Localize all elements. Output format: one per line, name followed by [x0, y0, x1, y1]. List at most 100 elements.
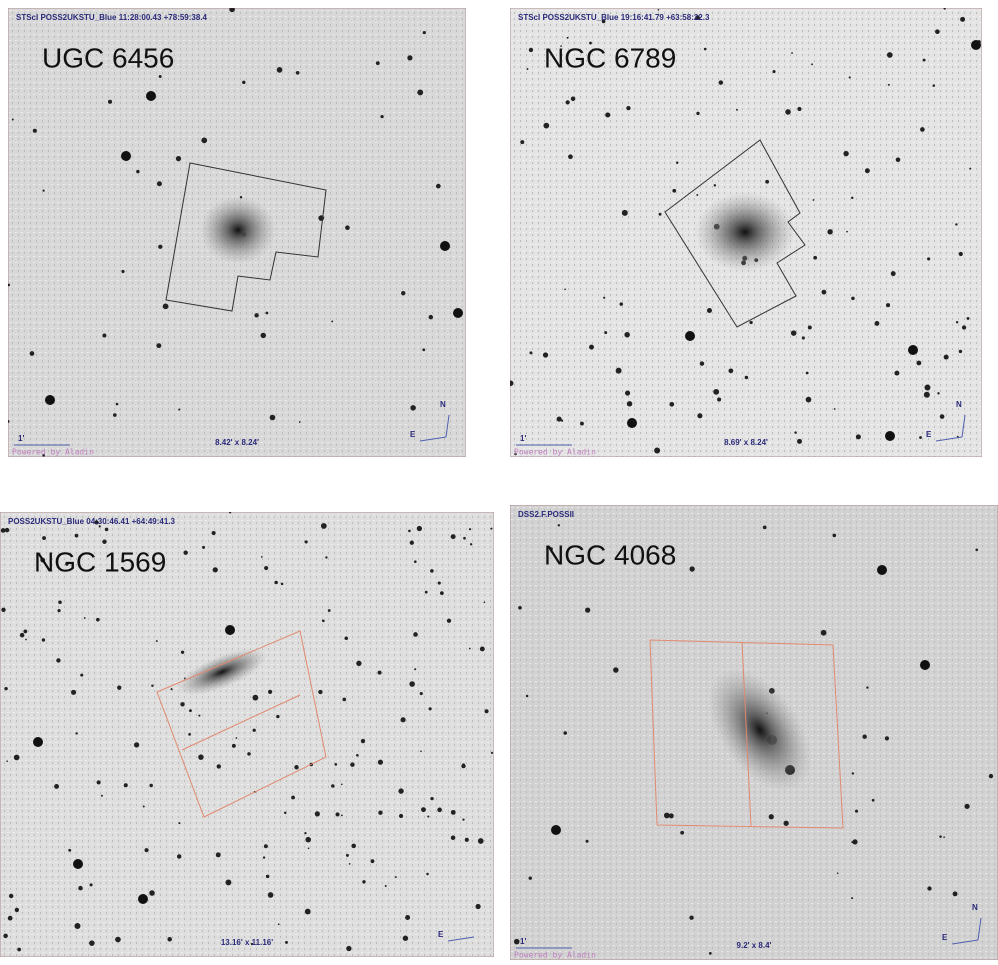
compass-n-label: N [972, 903, 978, 912]
star [773, 70, 776, 73]
galaxy-name: NGC 1569 [34, 546, 166, 577]
galaxy [695, 192, 795, 272]
star [159, 75, 162, 78]
star [469, 528, 471, 530]
star [429, 707, 432, 710]
star [143, 806, 145, 808]
star [108, 100, 112, 104]
star [849, 76, 851, 78]
star [625, 390, 630, 395]
star [15, 908, 19, 912]
star [920, 127, 925, 132]
star [469, 648, 471, 650]
star [181, 651, 184, 654]
star [430, 797, 433, 800]
star [276, 715, 279, 718]
star [658, 9, 660, 11]
star [356, 661, 361, 666]
star [765, 180, 769, 184]
star [927, 257, 930, 260]
star [526, 695, 529, 698]
star [322, 619, 325, 622]
star [797, 439, 802, 444]
star [410, 541, 414, 545]
star [378, 760, 383, 765]
star [959, 252, 963, 256]
star [971, 40, 981, 50]
star [380, 115, 383, 118]
sky-background [0, 512, 494, 957]
star [620, 302, 623, 305]
star [447, 619, 451, 623]
star [68, 849, 71, 852]
star [470, 543, 472, 545]
star [851, 297, 854, 300]
star [23, 630, 27, 634]
scale-label: 1' [520, 937, 526, 946]
star [672, 189, 676, 193]
image-header: POSS2UKSTU_Blue 04:30:46.41 +64:49:41.3 [8, 517, 176, 526]
star [305, 837, 311, 843]
scale-label: 1' [520, 434, 526, 443]
star [362, 880, 365, 883]
star [42, 638, 45, 641]
star [728, 368, 733, 373]
star [345, 225, 350, 230]
star [356, 754, 359, 757]
star [891, 271, 896, 276]
star [425, 591, 428, 594]
compass-e-label: E [438, 930, 444, 939]
star [57, 609, 60, 612]
star [940, 414, 945, 419]
star [417, 90, 423, 96]
page: STScI POSS2UKSTU_Blue 11:28:00.43 +78:59… [0, 0, 998, 961]
star [270, 415, 276, 421]
star [933, 84, 936, 87]
star [134, 742, 139, 747]
star [843, 151, 848, 156]
star [808, 325, 812, 329]
galaxy-name: NGC 4068 [544, 539, 676, 570]
star [1, 528, 6, 533]
star [121, 151, 131, 161]
star [886, 303, 890, 307]
star [654, 447, 660, 453]
star [58, 601, 62, 605]
star [714, 184, 716, 186]
star [266, 312, 269, 315]
star [518, 606, 522, 610]
star [170, 688, 172, 690]
star [529, 351, 532, 354]
field-size: 13.16' x 11.16' [221, 938, 273, 947]
star [962, 325, 966, 329]
star [919, 436, 922, 439]
star [490, 528, 492, 530]
compass-e-label: E [942, 933, 948, 942]
star [78, 886, 82, 890]
star [213, 567, 218, 572]
star [33, 737, 43, 747]
star [707, 308, 712, 313]
star [115, 937, 121, 943]
sky-image: POSS2UKSTU_Blue 04:30:46.41 +64:49:41.3 N… [0, 512, 494, 957]
star [713, 389, 719, 395]
star [624, 332, 629, 337]
star [180, 702, 184, 706]
star [178, 408, 180, 410]
star [557, 417, 562, 422]
star [769, 814, 774, 819]
star [4, 687, 7, 690]
star [862, 734, 866, 738]
star [6, 760, 8, 762]
star [151, 684, 153, 686]
star [736, 109, 738, 111]
star [451, 534, 456, 539]
star [145, 848, 149, 852]
star [315, 811, 320, 816]
star [73, 859, 83, 869]
sky-image: STScI POSS2UKSTU_Blue 19:16:41.79 +63:58… [510, 8, 982, 457]
star [149, 890, 155, 896]
star [188, 733, 191, 736]
star [680, 831, 684, 835]
star [529, 48, 533, 52]
